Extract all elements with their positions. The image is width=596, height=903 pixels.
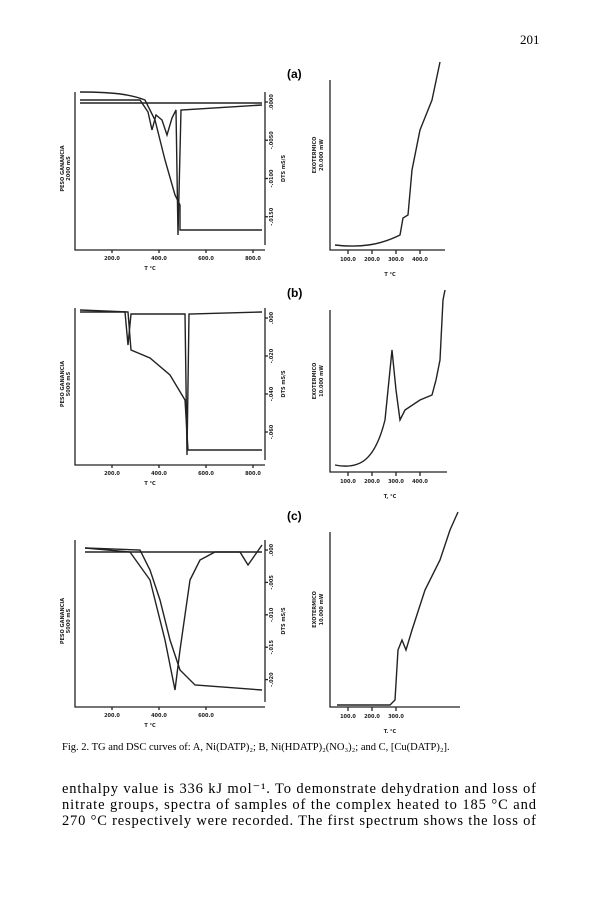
curve xyxy=(337,511,459,706)
tg-axes xyxy=(74,540,266,708)
tg-x-tick-label: 800.0 xyxy=(245,471,261,477)
dsc-axes xyxy=(329,310,447,473)
curve xyxy=(84,547,263,691)
dts-tick-label: -.020 xyxy=(269,672,275,687)
tg-y-units: 5000 mS xyxy=(66,608,72,633)
tg-x-tick-label: 200.0 xyxy=(104,471,120,477)
tg-x-tick-label: 400.0 xyxy=(151,471,167,477)
dts-tick-label: -.0050 xyxy=(269,131,275,149)
dsc-x-tick-label: 400.0 xyxy=(412,257,428,263)
caption: Fig. 2. TG and DSC curves of: A, Ni(DATP… xyxy=(62,742,450,753)
dts-label: DTS mS/S xyxy=(281,370,287,398)
dsc-y-label: EXOTERMICO xyxy=(312,591,318,628)
tg-x-label: T °C xyxy=(144,481,156,487)
tg-x-tick-label: 600.0 xyxy=(198,471,214,477)
dsc-x-tick-label: 300.0 xyxy=(388,479,404,485)
dsc-x-tick-label: 100.0 xyxy=(340,714,356,720)
body-line: enthalpy value is 336 kJ mol⁻¹. To demon… xyxy=(62,781,536,797)
panel-label: (c) xyxy=(287,509,302,523)
tg-x-label: T °C xyxy=(144,266,156,272)
dts-tick-label: .0000 xyxy=(269,94,275,110)
dsc-y-units: 20.000 mW xyxy=(319,139,325,171)
curve xyxy=(79,309,262,451)
dts-tick-label: -.005 xyxy=(269,575,275,590)
curve xyxy=(84,544,263,691)
dsc-y-label: EXOTERMICO xyxy=(312,137,318,174)
dts-tick-label: -.015 xyxy=(269,639,275,654)
tg-y-units: 5000 mS xyxy=(66,371,72,396)
dsc-y-units: 10.000 mW xyxy=(319,365,325,397)
tg-axes xyxy=(74,92,266,251)
dsc-x-tick-label: 200.0 xyxy=(364,714,380,720)
tg-x-tick-label: 200.0 xyxy=(104,713,120,719)
panel-label: (a) xyxy=(287,67,302,81)
tg-x-label: T °C xyxy=(144,723,156,729)
dsc-axes xyxy=(329,532,460,708)
dsc-y-units: 10.000 mW xyxy=(319,593,325,625)
dsc-x-tick-label: 300.0 xyxy=(388,714,404,720)
dts-label: DTS mS/S xyxy=(281,607,287,635)
tg-y-units: 2000 mS xyxy=(66,156,72,181)
tg-x-tick-label: 400.0 xyxy=(151,713,167,719)
tg-x-tick-label: 800.0 xyxy=(245,256,261,262)
page-number: 201 xyxy=(520,32,540,47)
tg-y-label: PESO GANANCIA xyxy=(60,145,66,191)
curve xyxy=(334,61,441,247)
dsc-x-tick-label: 200.0 xyxy=(364,257,380,263)
dsc-x-label: T, °C xyxy=(384,494,397,500)
body-line: 270 °C respectively were recorded. The f… xyxy=(62,813,536,829)
dts-tick-label: .000 xyxy=(269,311,275,324)
dts-tick-label: -.0150 xyxy=(269,207,275,225)
dts-tick-label: -.060 xyxy=(269,424,275,439)
dsc-x-label: T. °C xyxy=(384,729,397,735)
dsc-x-label: T °C xyxy=(384,272,396,278)
tg-axes xyxy=(74,308,266,466)
dsc-axes xyxy=(329,80,445,251)
tg-x-tick-label: 400.0 xyxy=(151,256,167,262)
dts-tick-label: -.010 xyxy=(269,607,275,622)
dsc-x-tick-label: 400.0 xyxy=(412,479,428,485)
curve xyxy=(79,91,262,231)
dts-tick-label: -.0100 xyxy=(269,169,275,187)
curve xyxy=(334,289,446,467)
tg-y-label: PESO GANANCIA xyxy=(60,361,66,407)
dts-label: DTS mS/S xyxy=(281,155,287,183)
dsc-x-tick-label: 300.0 xyxy=(388,257,404,263)
tg-x-tick-label: 600.0 xyxy=(198,713,214,719)
dsc-y-label: EXOTERMICO xyxy=(312,363,318,400)
tg-x-tick-label: 600.0 xyxy=(198,256,214,262)
panel-label: (b) xyxy=(287,286,302,300)
tg-y-label: PESO GANANCIA xyxy=(60,598,66,644)
dsc-x-tick-label: 100.0 xyxy=(340,257,356,263)
curve xyxy=(80,311,263,456)
body-line: nitrate groups, spectra of samples of th… xyxy=(62,797,537,813)
dts-tick-label: .000 xyxy=(269,543,275,556)
dsc-x-tick-label: 100.0 xyxy=(340,479,356,485)
tg-x-tick-label: 200.0 xyxy=(104,256,120,262)
dts-tick-label: -.040 xyxy=(269,386,275,401)
curve xyxy=(80,99,263,236)
dsc-x-tick-label: 200.0 xyxy=(364,479,380,485)
dts-tick-label: -.020 xyxy=(269,348,275,363)
